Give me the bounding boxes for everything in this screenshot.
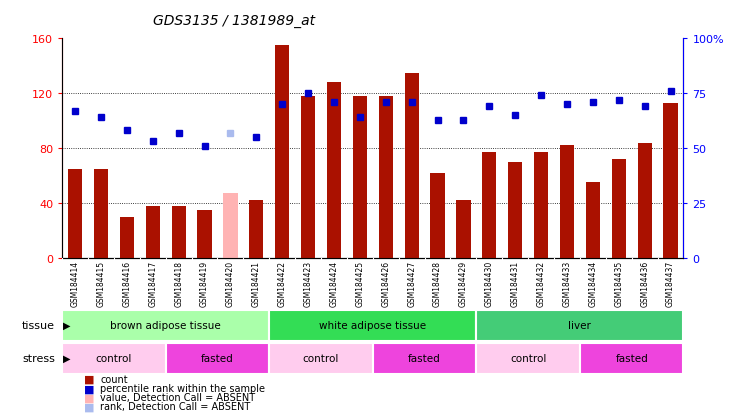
Text: GSM184433: GSM184433 [562, 261, 572, 307]
Text: GSM184417: GSM184417 [148, 261, 157, 306]
Text: fasted: fasted [616, 353, 648, 363]
Text: count: count [100, 374, 128, 384]
Bar [508, 162, 523, 258]
Text: GSM184427: GSM184427 [407, 261, 416, 306]
Bar [477, 343, 580, 374]
Text: GSM184425: GSM184425 [355, 261, 364, 306]
Text: ■: ■ [84, 392, 94, 402]
Text: GSM184436: GSM184436 [640, 261, 649, 307]
Bar [477, 310, 683, 341]
Text: GSM184418: GSM184418 [174, 261, 183, 306]
Bar [62, 310, 269, 341]
Bar [145, 206, 160, 258]
Bar [482, 153, 496, 258]
Text: ▶: ▶ [63, 353, 70, 363]
Text: control: control [96, 353, 132, 363]
Bar [68, 169, 82, 258]
Text: GSM184415: GSM184415 [96, 261, 105, 306]
Text: GSM184437: GSM184437 [666, 261, 675, 307]
Bar [197, 210, 212, 258]
Bar [275, 46, 289, 258]
Text: GSM184426: GSM184426 [382, 261, 390, 306]
Text: GSM184414: GSM184414 [71, 261, 80, 306]
Text: rank, Detection Call = ABSENT: rank, Detection Call = ABSENT [100, 401, 251, 411]
Bar [327, 83, 341, 258]
Text: GSM184432: GSM184432 [537, 261, 545, 306]
Bar [637, 143, 652, 258]
Bar [560, 146, 574, 258]
Text: stress: stress [22, 353, 55, 363]
Bar [373, 343, 477, 374]
Text: fasted: fasted [201, 353, 234, 363]
Bar [301, 97, 315, 258]
Text: tissue: tissue [22, 320, 55, 330]
Bar [166, 343, 269, 374]
Text: ▶: ▶ [63, 320, 70, 330]
Bar [223, 194, 238, 258]
Text: brown adipose tissue: brown adipose tissue [110, 320, 221, 330]
Bar [172, 206, 186, 258]
Text: GSM184429: GSM184429 [459, 261, 468, 306]
Bar [580, 343, 683, 374]
Bar [379, 97, 393, 258]
Text: GSM184423: GSM184423 [303, 261, 313, 306]
Bar [431, 173, 444, 258]
Text: GSM184422: GSM184422 [278, 261, 287, 306]
Text: GSM184419: GSM184419 [200, 261, 209, 306]
Text: GSM184430: GSM184430 [485, 261, 494, 307]
Bar [249, 201, 263, 258]
Bar [456, 201, 471, 258]
Text: GSM184435: GSM184435 [614, 261, 624, 307]
Text: ■: ■ [84, 374, 94, 384]
Bar [62, 343, 166, 374]
Bar [269, 343, 373, 374]
Text: GSM184421: GSM184421 [251, 261, 261, 306]
Bar [94, 169, 108, 258]
Text: liver: liver [569, 320, 591, 330]
Text: GSM184424: GSM184424 [330, 261, 338, 306]
Text: white adipose tissue: white adipose tissue [319, 320, 426, 330]
Bar [586, 183, 600, 258]
Text: GSM184416: GSM184416 [122, 261, 132, 306]
Text: GSM184431: GSM184431 [511, 261, 520, 306]
Bar [353, 97, 367, 258]
Bar [404, 74, 419, 258]
Text: value, Detection Call = ABSENT: value, Detection Call = ABSENT [100, 392, 255, 402]
Text: GSM184428: GSM184428 [433, 261, 442, 306]
Text: GDS3135 / 1381989_at: GDS3135 / 1381989_at [153, 14, 315, 28]
Text: control: control [303, 353, 339, 363]
Bar [664, 104, 678, 258]
Text: percentile rank within the sample: percentile rank within the sample [100, 383, 265, 393]
Bar [120, 217, 134, 258]
Text: GSM184434: GSM184434 [588, 261, 597, 307]
Text: ■: ■ [84, 383, 94, 393]
Text: fasted: fasted [408, 353, 441, 363]
Bar [534, 153, 548, 258]
Text: GSM184420: GSM184420 [226, 261, 235, 306]
Bar [269, 310, 477, 341]
Bar [612, 159, 626, 258]
Text: control: control [510, 353, 546, 363]
Text: ■: ■ [84, 401, 94, 411]
